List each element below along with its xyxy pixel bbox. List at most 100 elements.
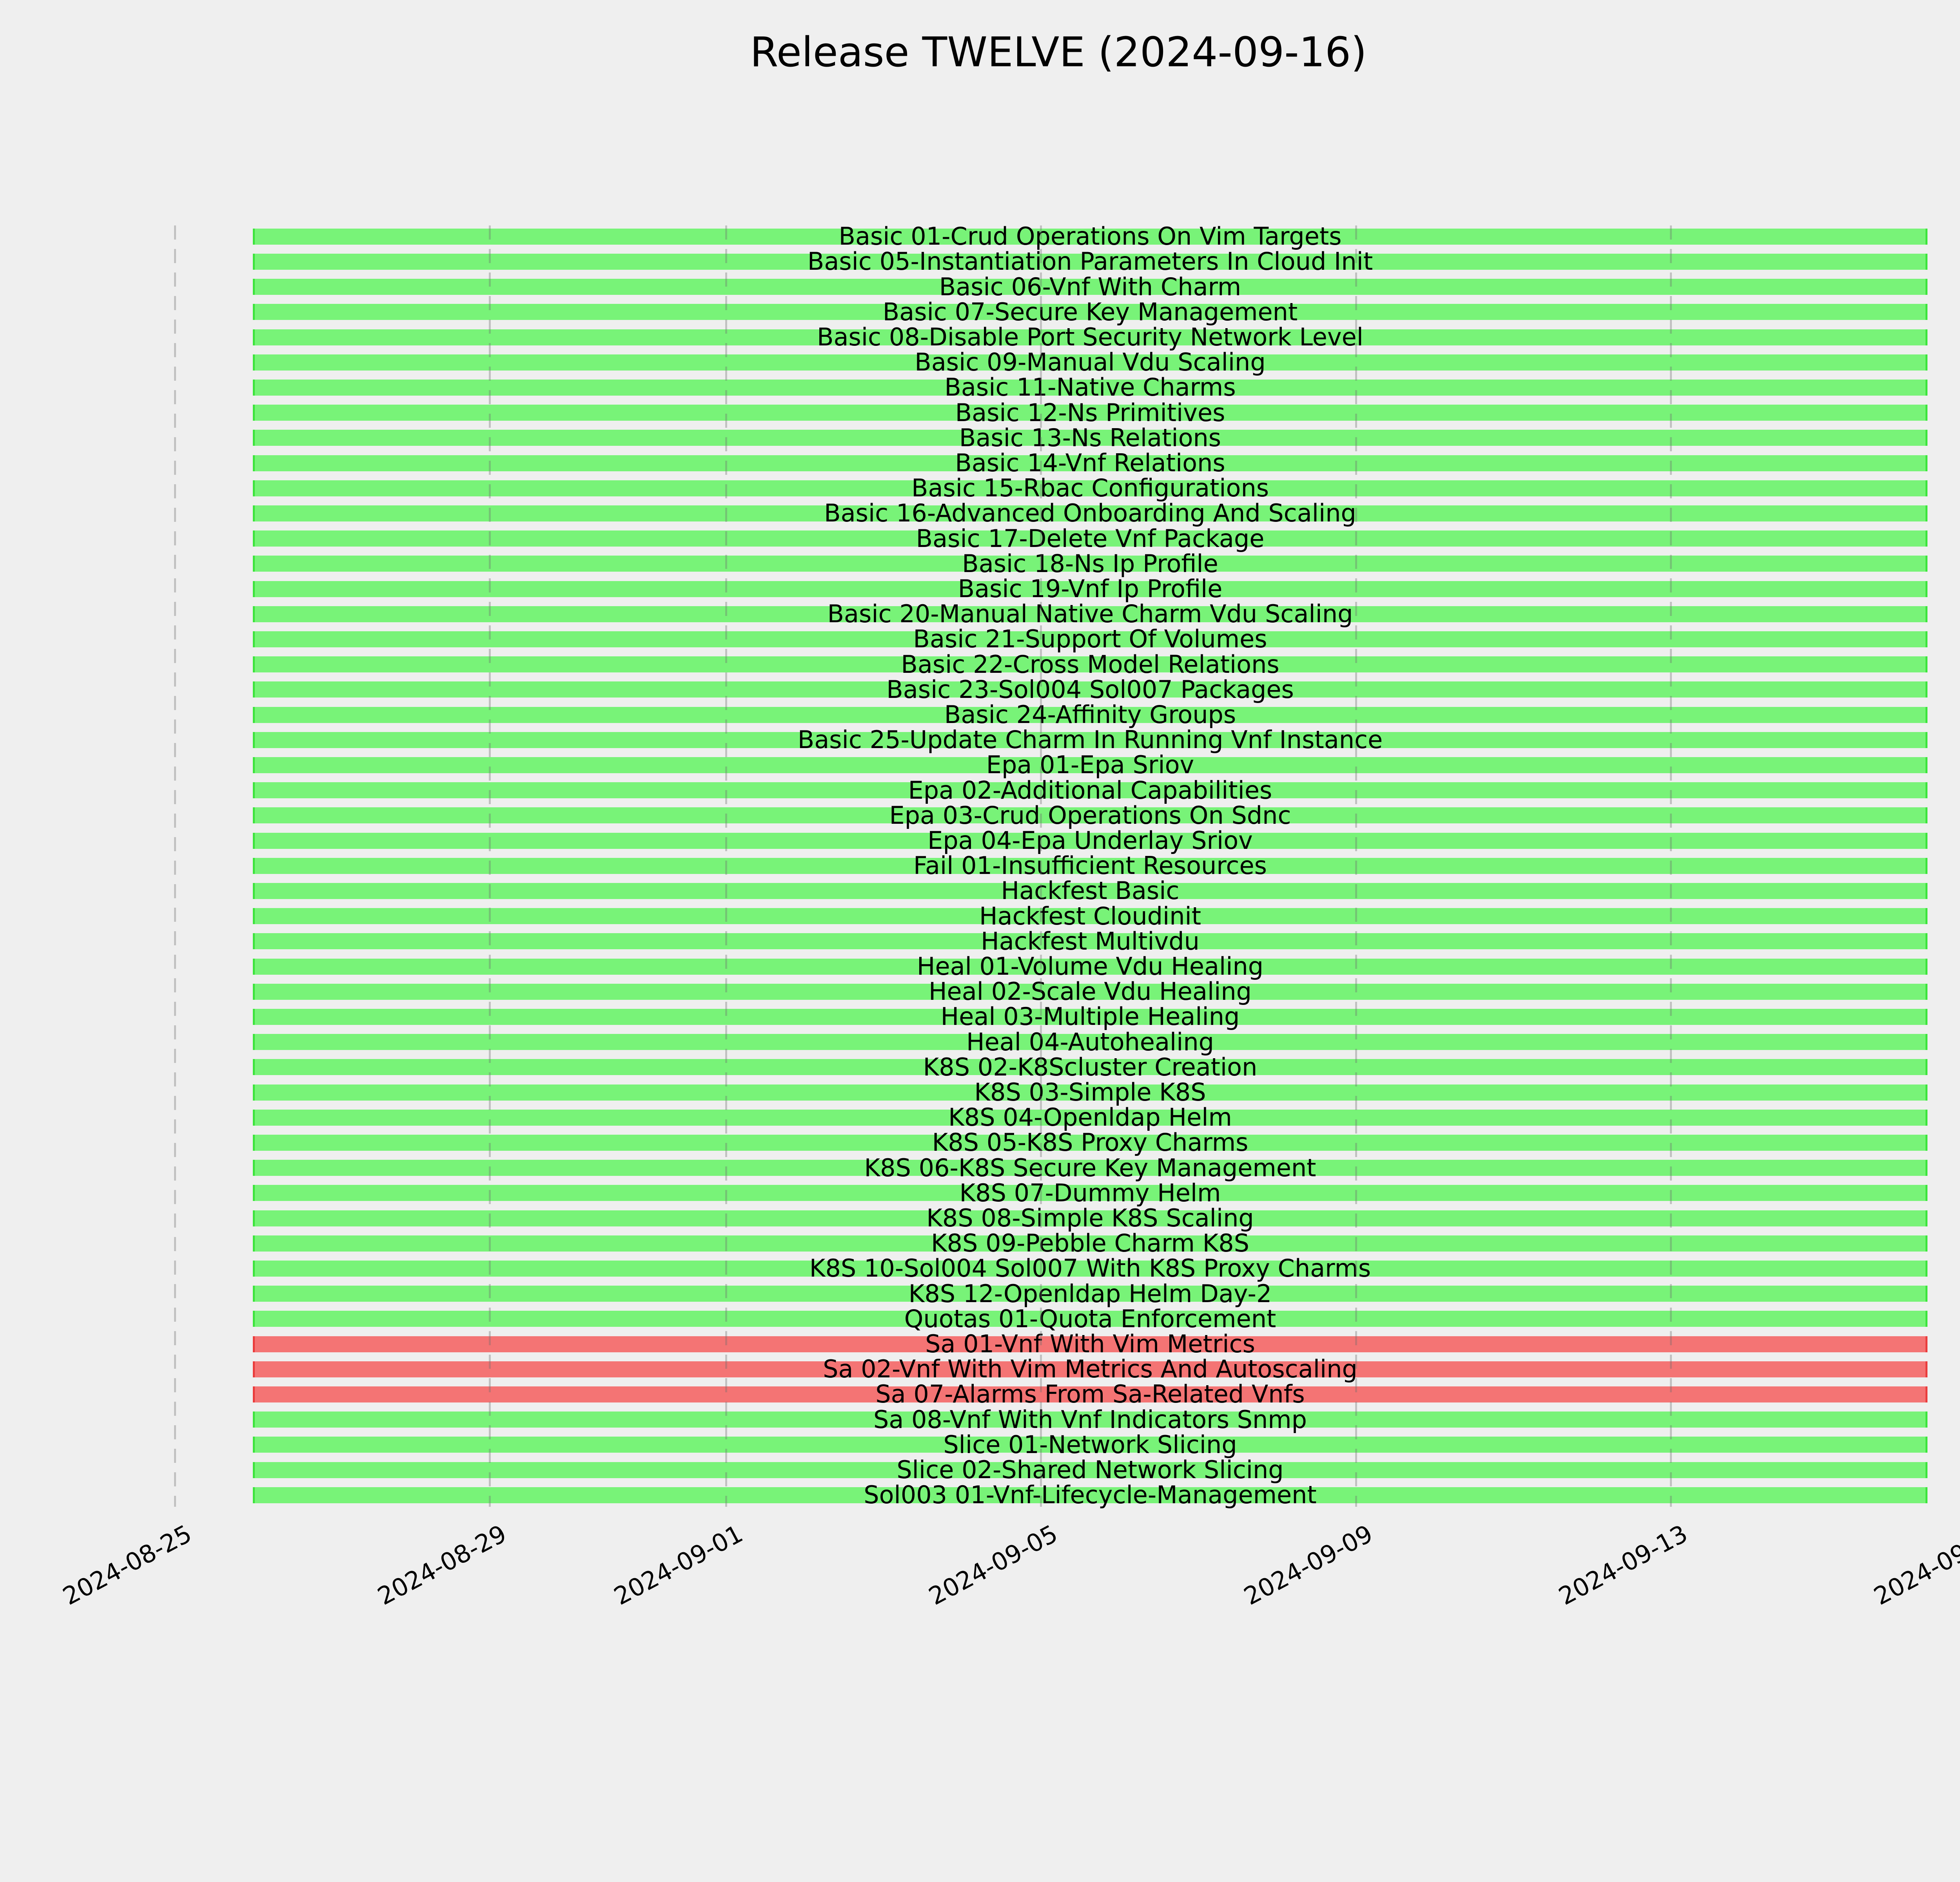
test-bar-label: Basic 21-Support Of Volumes <box>913 625 1267 654</box>
test-bar-label: K8S 02-K8Scluster Creation <box>923 1052 1258 1081</box>
test-bar-label: Basic 12-Ns Primitives <box>955 398 1225 427</box>
test-bar-label: Slice 02-Shared Network Slicing <box>897 1455 1284 1484</box>
test-bar-passed: Basic 07-Secure Key Management <box>253 300 1927 324</box>
test-bar-label: Basic 13-Ns Relations <box>959 423 1221 452</box>
test-bar-label: Basic 05-Instantiation Parameters In Clo… <box>807 247 1373 276</box>
test-bar-passed: Basic 13-Ns Relations <box>253 425 1927 450</box>
gridline-2024-09-09 <box>1355 225 1357 1507</box>
test-bar-label: K8S 03-Simple K8S <box>974 1078 1206 1106</box>
test-bar-passed: Basic 09-Manual Vdu Scaling <box>253 350 1927 374</box>
gridline-2024-09-05 <box>1040 225 1042 1507</box>
test-bar-passed: K8S 04-Openldap Helm <box>253 1105 1927 1130</box>
test-bar-passed: Basic 24-Affinity Groups <box>253 703 1927 727</box>
test-bar-label: Basic 01-Crud Operations On Vim Targets <box>838 222 1342 251</box>
x-tick-label: 2024-08-29 <box>373 1519 511 1611</box>
test-bar-label: Basic 24-Affinity Groups <box>944 700 1236 729</box>
test-bar-passed: Sa 08-Vnf With Vnf Indicators Snmp <box>253 1407 1927 1431</box>
test-bar-label: Basic 06-Vnf With Charm <box>939 272 1241 301</box>
test-bar-label: Basic 18-Ns Ip Profile <box>962 549 1218 578</box>
test-bar-passed: Hackfest Cloudinit <box>253 904 1927 928</box>
test-bar-failed: Sa 02-Vnf With Vim Metrics And Autoscali… <box>253 1357 1927 1381</box>
test-bar-label: Fail 01-Insufficient Resources <box>913 851 1267 880</box>
test-bar-passed: K8S 12-Openldap Helm Day-2 <box>253 1281 1927 1306</box>
test-bar-label: Basic 20-Manual Native Charm Vdu Scaling <box>827 599 1353 629</box>
test-bar-label: K8S 05-K8S Proxy Charms <box>932 1128 1249 1157</box>
test-bar-passed: Basic 19-Vnf Ip Profile <box>253 577 1927 601</box>
test-bar-passed: K8S 10-Sol004 Sol007 With K8S Proxy Char… <box>253 1256 1927 1281</box>
test-bar-label: Hackfest Cloudinit <box>979 901 1201 930</box>
test-bar-passed: K8S 08-Simple K8S Scaling <box>253 1206 1927 1230</box>
x-tick-label: 2024-09-09 <box>1239 1519 1377 1611</box>
test-bar-passed: Slice 02-Shared Network Slicing <box>253 1458 1927 1482</box>
test-bar-label: Epa 04-Epa Underlay Sriov <box>927 826 1253 855</box>
test-bar-passed: Basic 05-Instantiation Parameters In Clo… <box>253 249 1927 274</box>
test-bar-label: Basic 17-Delete Vnf Package <box>916 524 1265 553</box>
gridline-2024-09-01 <box>725 225 727 1507</box>
x-tick-label: 2024-09-17 <box>1869 1519 1960 1611</box>
test-bar-passed: Quotas 01-Quota Enforcement <box>253 1306 1927 1331</box>
test-bar-label: Heal 03-Multiple Healing <box>940 1002 1240 1031</box>
test-bar-passed: Epa 04-Epa Underlay Sriov <box>253 828 1927 853</box>
test-bar-passed: Heal 02-Scale Vdu Healing <box>253 979 1927 1004</box>
test-bar-passed: Basic 20-Manual Native Charm Vdu Scaling <box>253 602 1927 626</box>
test-bar-passed: Epa 01-Epa Sriov <box>253 753 1927 777</box>
test-bar-label: Basic 11-Native Charms <box>944 373 1236 402</box>
test-bar-passed: Basic 11-Native Charms <box>253 375 1927 400</box>
test-bar-passed: Epa 02-Additional Capabilities <box>253 778 1927 802</box>
test-bar-passed: K8S 06-K8S Secure Key Management <box>253 1155 1927 1180</box>
x-tick-label: 2024-09-13 <box>1554 1519 1692 1611</box>
test-bar-label: K8S 12-Openldap Helm Day-2 <box>908 1279 1272 1308</box>
test-bar-label: Slice 01-Network Slicing <box>943 1430 1237 1459</box>
gridline-2024-08-25 <box>174 225 176 1507</box>
test-bar-passed: Slice 01-Network Slicing <box>253 1432 1927 1457</box>
test-bar-passed: Basic 22-Cross Model Relations <box>253 652 1927 676</box>
test-bar-passed: K8S 05-K8S Proxy Charms <box>253 1130 1927 1155</box>
x-tick-label: 2024-09-05 <box>924 1519 1062 1611</box>
test-bar-label: Epa 02-Additional Capabilities <box>908 776 1272 805</box>
test-bar-failed: Sa 01-Vnf With Vim Metrics <box>253 1332 1927 1356</box>
test-bar-passed: Basic 15-Rbac Configurations <box>253 476 1927 500</box>
test-bar-label: K8S 09-Pebble Charm K8S <box>931 1229 1250 1258</box>
test-bar-label: Sol003 01-Vnf-Lifecycle-Management <box>864 1481 1317 1510</box>
test-bar-label: Basic 15-Rbac Configurations <box>911 474 1269 503</box>
test-bar-label: Sa 02-Vnf With Vim Metrics And Autoscali… <box>823 1355 1357 1384</box>
test-bar-passed: Basic 16-Advanced Onboarding And Scaling <box>253 501 1927 525</box>
x-tick-label: 2024-08-25 <box>58 1519 196 1611</box>
test-bar-passed: Basic 18-Ns Ip Profile <box>253 551 1927 576</box>
gridline-2024-09-13 <box>1670 225 1672 1507</box>
test-bar-passed: K8S 09-Pebble Charm K8S <box>253 1231 1927 1255</box>
test-bar-passed: Basic 23-Sol004 Sol007 Packages <box>253 677 1927 701</box>
test-bar-passed: Heal 01-Volume Vdu Healing <box>253 954 1927 979</box>
test-bar-label: Heal 02-Scale Vdu Healing <box>928 977 1252 1006</box>
test-bar-passed: Heal 04-Autohealing <box>253 1030 1927 1054</box>
test-bar-passed: Basic 21-Support Of Volumes <box>253 627 1927 651</box>
test-bar-label: Basic 16-Advanced Onboarding And Scaling <box>824 499 1356 528</box>
test-bar-passed: K8S 03-Simple K8S <box>253 1080 1927 1104</box>
test-bar-label: K8S 10-Sol004 Sol007 With K8S Proxy Char… <box>809 1254 1371 1283</box>
test-bar-label: Heal 01-Volume Vdu Healing <box>916 952 1264 981</box>
chart-title: Release TWELVE (2024-09-16) <box>750 28 1367 76</box>
test-bar-label: K8S 04-Openldap Helm <box>948 1103 1232 1132</box>
test-bar-label: Basic 22-Cross Model Relations <box>901 650 1279 679</box>
test-bar-passed: K8S 07-Dummy Helm <box>253 1181 1927 1205</box>
test-bar-label: Quotas 01-Quota Enforcement <box>904 1304 1276 1333</box>
test-bar-label: Hackfest Basic <box>1001 876 1180 905</box>
test-bar-label: Basic 19-Vnf Ip Profile <box>958 574 1223 603</box>
test-bar-passed: Hackfest Basic <box>253 879 1927 903</box>
test-bar-label: Heal 04-Autohealing <box>966 1027 1214 1056</box>
gridline-2024-08-29 <box>488 225 491 1507</box>
test-bar-label: Basic 23-Sol004 Sol007 Packages <box>886 675 1294 704</box>
test-bar-passed: Basic 06-Vnf With Charm <box>253 274 1927 299</box>
test-bar-passed: Basic 08-Disable Port Security Network L… <box>253 325 1927 349</box>
test-bar-passed: Basic 17-Delete Vnf Package <box>253 526 1927 550</box>
test-bar-label: Sa 08-Vnf With Vnf Indicators Snmp <box>873 1405 1307 1434</box>
test-bar-label: Sa 01-Vnf With Vim Metrics <box>925 1330 1255 1358</box>
test-bar-label: Basic 09-Manual Vdu Scaling <box>915 348 1266 377</box>
x-tick-label: 2024-09-01 <box>609 1519 748 1611</box>
test-bar-label: Epa 01-Epa Sriov <box>986 750 1194 779</box>
test-bar-label: Basic 25-Update Charm In Running Vnf Ins… <box>797 725 1383 754</box>
test-bar-failed: Sa 07-Alarms From Sa-Related Vnfs <box>253 1382 1927 1406</box>
test-bar-label: K8S 06-K8S Secure Key Management <box>864 1153 1316 1182</box>
test-bar-passed: Basic 12-Ns Primitives <box>253 400 1927 425</box>
